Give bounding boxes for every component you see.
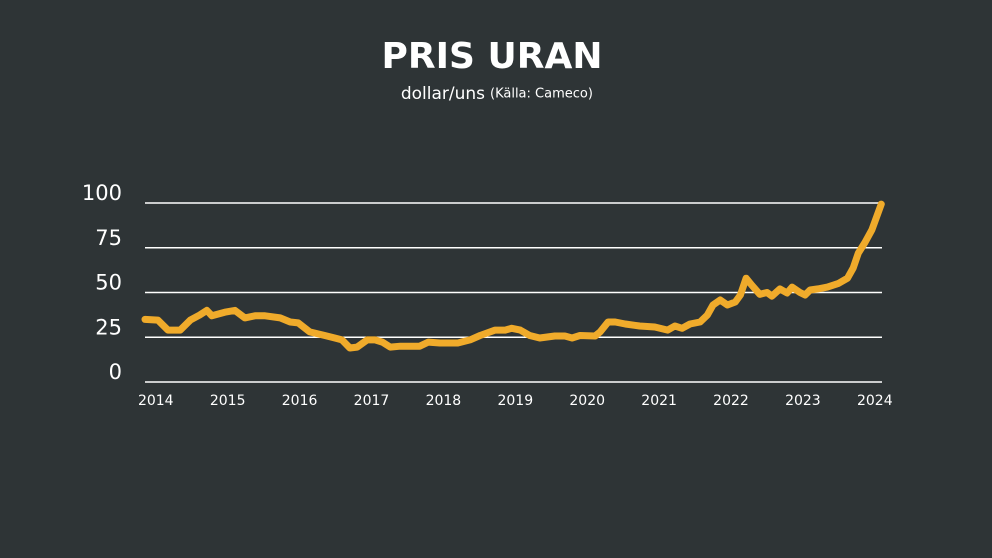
x-tick-label: 2017 (354, 393, 390, 409)
y-tick-label: 50 (95, 271, 122, 295)
y-tick-label: 25 (95, 315, 122, 339)
x-tick-label: 2016 (282, 393, 318, 409)
chart-title: PRIS URAN (382, 36, 603, 77)
x-tick-label: 2015 (210, 393, 246, 409)
x-tick-label: 2023 (785, 393, 821, 409)
x-tick-label: 2014 (138, 393, 174, 409)
x-tick-label: 2022 (713, 393, 749, 409)
data-line (141, 200, 885, 352)
chart-subtitle: dollar/uns (401, 84, 485, 104)
x-tick-label: 2018 (426, 393, 462, 409)
chart-source: (Källa: Cameco) (490, 87, 593, 102)
y-tick-label: 0 (109, 360, 122, 384)
x-tick-label: 2021 (641, 393, 677, 409)
y-tick-label: 75 (95, 226, 122, 250)
x-tick-label: 2019 (497, 393, 533, 409)
x-tick-label: 2020 (569, 393, 605, 409)
y-tick-label: 100 (82, 181, 122, 205)
x-tick-label: 2024 (857, 393, 893, 409)
